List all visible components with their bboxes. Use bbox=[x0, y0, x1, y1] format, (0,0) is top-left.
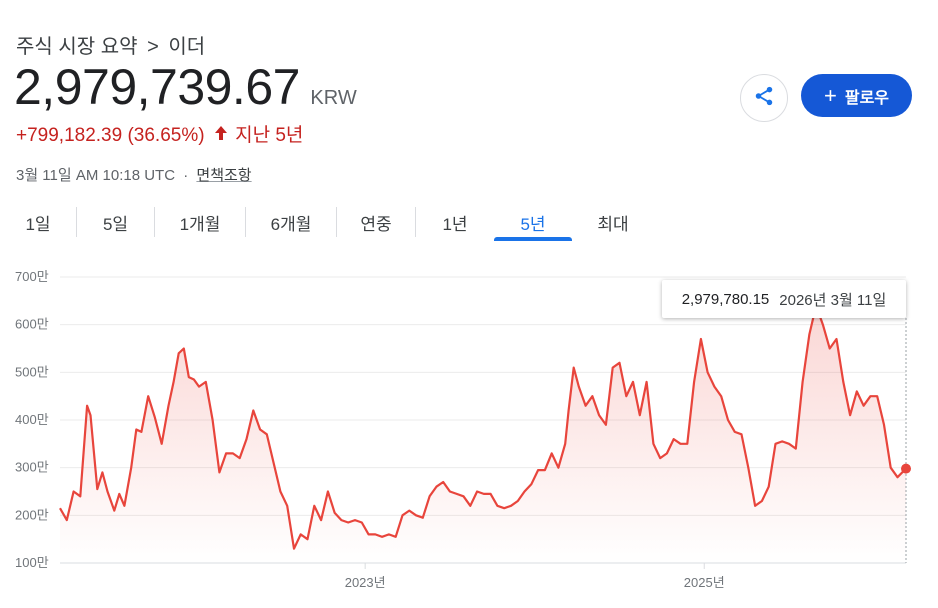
current-price: 2,979,739.67 bbox=[14, 59, 300, 115]
follow-label: 팔로우 bbox=[844, 89, 890, 107]
tab-1d[interactable]: 1일 bbox=[25, 214, 51, 234]
price-area-fill bbox=[60, 305, 906, 563]
y-tick-label: 300만 bbox=[15, 460, 49, 475]
y-tick-label: 100만 bbox=[15, 555, 49, 570]
tab-divider bbox=[154, 207, 155, 237]
breadcrumb: 주식 시장 요약 > 이더 bbox=[16, 30, 205, 59]
tooltip-value: 2,979,780.15 bbox=[681, 290, 770, 308]
timestamp: 3월 11일 AM 10:18 UTC bbox=[16, 167, 176, 184]
tab-ytd[interactable]: 연중 bbox=[360, 214, 392, 234]
tab-5y[interactable]: 5년 bbox=[494, 203, 572, 241]
x-tick-label: 2025년 bbox=[684, 575, 725, 590]
price-chart[interactable]: 700만 600만 500만 400만 300만 200만 100만 2023년 2025년 bbox=[0, 262, 938, 608]
arrow-up-icon bbox=[214, 125, 228, 147]
price-line bbox=[59, 304, 907, 550]
timestamp-row: 3월 11일 AM 10:18 UTC · 면책조항 bbox=[16, 164, 252, 185]
x-tick-label: 2023년 bbox=[345, 575, 386, 590]
tab-1y[interactable]: 1년 bbox=[442, 214, 468, 234]
chart-tooltip: 2,979,780.15 2026년 3월 11일 bbox=[662, 280, 906, 318]
tab-max[interactable]: 최대 bbox=[597, 214, 629, 234]
breadcrumb-separator: > bbox=[147, 36, 159, 58]
tab-divider bbox=[336, 207, 337, 237]
current-point-marker bbox=[901, 463, 911, 474]
change-value: +799,182.39 (36.65%) bbox=[16, 125, 205, 146]
tab-divider bbox=[415, 207, 416, 237]
separator-dot: · bbox=[183, 167, 189, 184]
follow-button[interactable]: + 팔로우 bbox=[801, 74, 912, 117]
tab-1m[interactable]: 1개월 bbox=[179, 214, 221, 234]
plus-icon: + bbox=[823, 82, 837, 108]
disclaimer-link[interactable]: 면책조항 bbox=[196, 167, 252, 184]
price-change: +799,182.39 (36.65%) 지난 5년 bbox=[16, 120, 303, 147]
tab-6m[interactable]: 6개월 bbox=[270, 214, 312, 234]
y-tick-label: 500만 bbox=[15, 364, 49, 379]
range-tabs: 1일 5일 1개월 6개월 연중 1년 5년 최대 bbox=[0, 203, 660, 241]
y-tick-label: 400만 bbox=[15, 412, 49, 427]
breadcrumb-root[interactable]: 주식 시장 요약 bbox=[16, 36, 138, 58]
tab-divider bbox=[245, 207, 246, 237]
share-icon bbox=[753, 85, 775, 112]
price-row: 2,979,739.67 KRW bbox=[14, 58, 357, 116]
y-tick-label: 700만 bbox=[15, 269, 49, 284]
change-period: 지난 5년 bbox=[235, 125, 304, 146]
breadcrumb-current: 이더 bbox=[168, 36, 206, 58]
y-tick-label: 600만 bbox=[15, 317, 49, 332]
y-tick-label: 200만 bbox=[15, 507, 49, 522]
currency-code: KRW bbox=[310, 87, 357, 109]
share-button[interactable] bbox=[740, 74, 788, 122]
tooltip-date: 2026년 3월 11일 bbox=[779, 291, 887, 309]
tab-5d[interactable]: 5일 bbox=[102, 214, 129, 234]
tab-divider bbox=[76, 207, 77, 237]
